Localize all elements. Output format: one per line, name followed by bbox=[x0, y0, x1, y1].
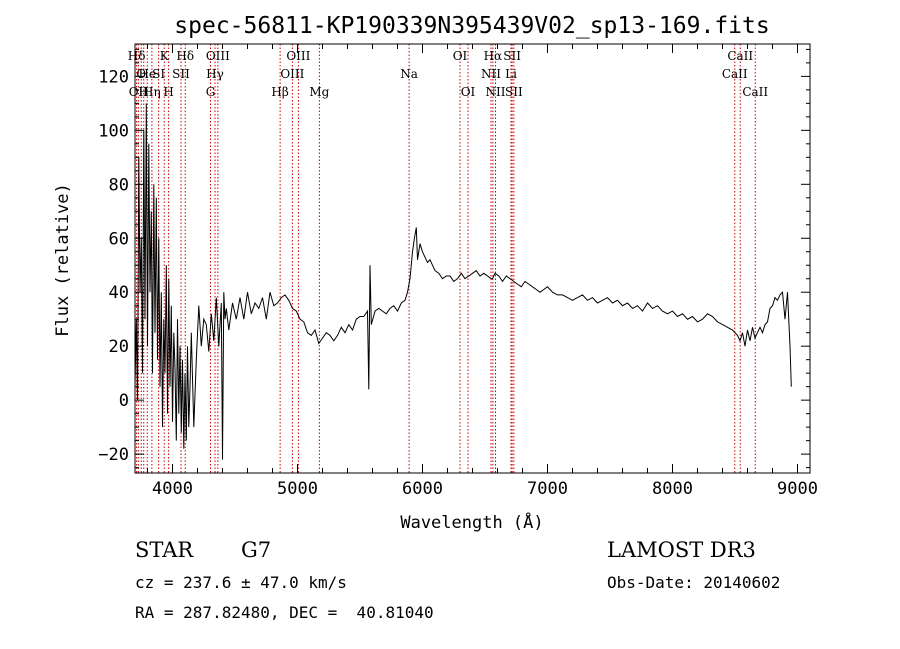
line-labels: HδOIIOHHeHηSIKHSIIHδGHγOIIIHβOIIIOIIIMgN… bbox=[128, 49, 769, 99]
y-tick-label: 60 bbox=[109, 229, 129, 249]
line-label: CaII bbox=[742, 85, 768, 99]
y-tick-label: 20 bbox=[109, 337, 129, 357]
x-axis-label: Wavelength (Å) bbox=[400, 511, 543, 533]
y-tick-label: 0 bbox=[119, 391, 129, 411]
redshift-text: cz = 237.6 ± 47.0 km/s bbox=[135, 573, 347, 592]
y-tick-label: 80 bbox=[109, 175, 129, 195]
y-tick-label: 100 bbox=[98, 121, 129, 141]
x-tick-label: 9000 bbox=[777, 479, 818, 499]
y-tick-label: −20 bbox=[98, 445, 129, 465]
line-label: Hη bbox=[143, 85, 161, 99]
line-label: SII bbox=[503, 49, 521, 63]
line-label: H bbox=[139, 85, 149, 99]
chart-title: spec-56811-KP190339N395439V02_sp13-169.f… bbox=[174, 13, 769, 39]
x-tick-label: 6000 bbox=[402, 479, 443, 499]
line-label: H bbox=[163, 85, 173, 99]
line-label: Hδ bbox=[128, 49, 146, 63]
line-label: Li bbox=[505, 67, 517, 81]
line-label: Mg bbox=[309, 85, 329, 99]
spectral-line-markers bbox=[136, 44, 756, 473]
y-tick-label: 120 bbox=[98, 67, 129, 87]
line-label: OI bbox=[453, 49, 468, 63]
line-label: OII bbox=[129, 85, 149, 99]
line-label: Na bbox=[400, 67, 418, 81]
line-label: K bbox=[160, 49, 170, 63]
y-tick-label: 40 bbox=[109, 283, 129, 303]
object-class: STAR bbox=[135, 538, 194, 562]
line-label: NII bbox=[486, 85, 506, 99]
axis-ticks: 4000 5000 6000 7000 8000 9000 −20 0 20 40 60 80 100 1… bbox=[98, 44, 818, 499]
object-subclass: G7 bbox=[241, 538, 272, 562]
x-tick-label: 8000 bbox=[652, 479, 693, 499]
line-label: OIII bbox=[280, 67, 304, 81]
line-label: CaII bbox=[722, 67, 748, 81]
spectrum-line bbox=[134, 103, 792, 460]
line-label: SII bbox=[505, 85, 523, 99]
coordinates-text: RA = 287.82480, DEC = 40.81040 bbox=[135, 603, 434, 622]
plot-frame bbox=[134, 43, 811, 474]
x-tick-label: 4000 bbox=[152, 479, 193, 499]
survey-name: LAMOST DR3 bbox=[607, 538, 756, 562]
line-label: O bbox=[136, 67, 146, 81]
y-axis-label: Flux (relative) bbox=[53, 183, 73, 337]
line-label: He bbox=[138, 67, 156, 81]
line-label: G bbox=[206, 85, 216, 99]
obs-date-text: Obs-Date: 20140602 bbox=[607, 573, 781, 592]
x-tick-label: 7000 bbox=[527, 479, 568, 499]
line-label: NII bbox=[481, 67, 501, 81]
line-label: OI bbox=[461, 85, 476, 99]
line-label: CaII bbox=[727, 49, 753, 63]
x-tick-label: 5000 bbox=[277, 479, 318, 499]
line-label: Hδ bbox=[176, 49, 194, 63]
line-label: SII bbox=[172, 67, 190, 81]
line-label: OIII bbox=[286, 49, 310, 63]
line-label: Hβ bbox=[271, 85, 288, 99]
line-label: Hα bbox=[484, 49, 503, 63]
line-label: Hγ bbox=[206, 67, 224, 81]
line-label: SI bbox=[152, 67, 165, 81]
line-label: OIII bbox=[206, 49, 230, 63]
